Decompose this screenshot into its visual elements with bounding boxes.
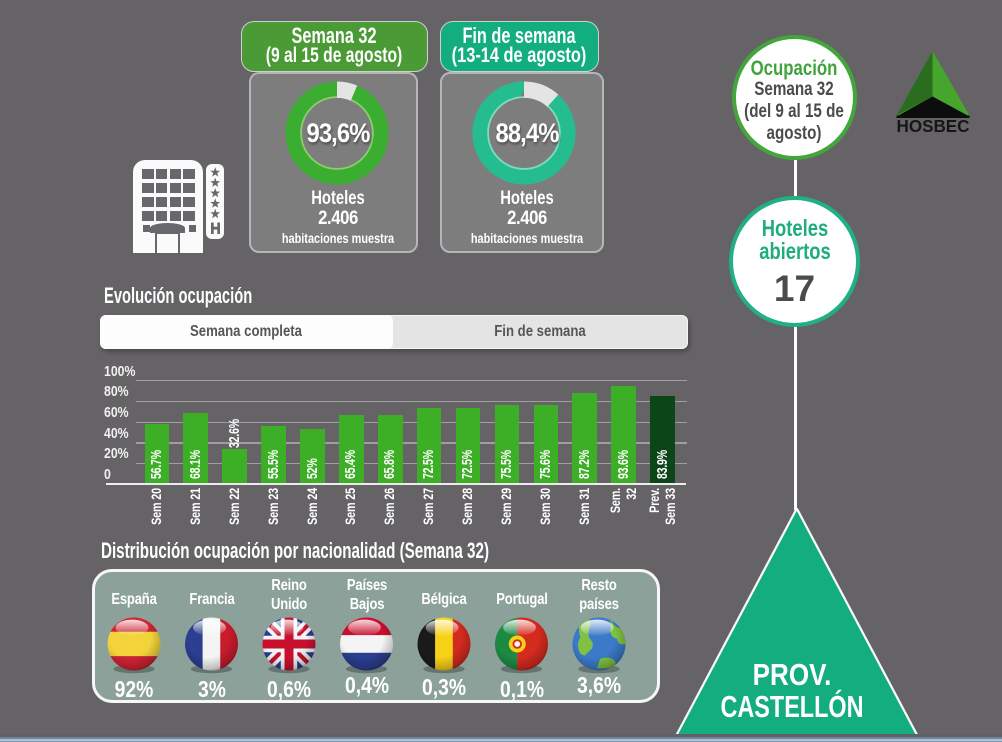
svg-text:HOSBEC: HOSBEC (897, 116, 970, 136)
